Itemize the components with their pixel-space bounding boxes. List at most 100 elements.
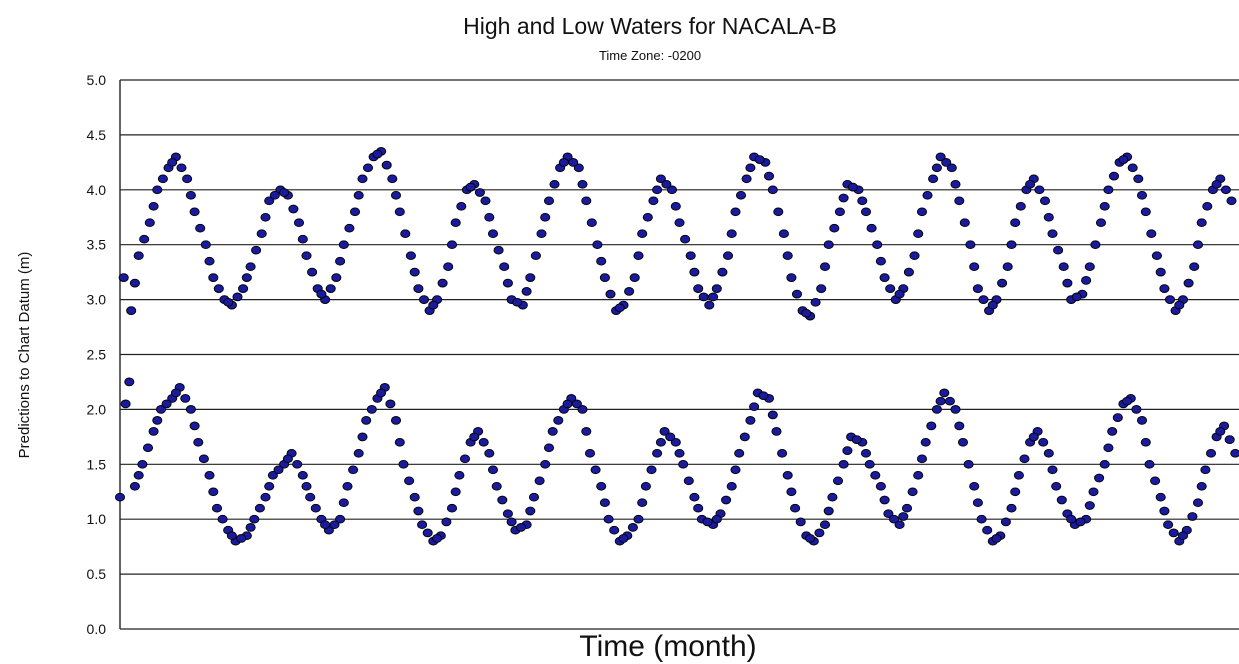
- y-tick-label: 2.5: [87, 347, 107, 363]
- data-point: [126, 306, 137, 315]
- data-point: [596, 481, 607, 491]
- data-point: [124, 377, 135, 387]
- data-point: [722, 251, 734, 261]
- data-point: [680, 234, 691, 244]
- data-point: [497, 495, 508, 505]
- data-point: [883, 509, 894, 519]
- data-point: [810, 297, 821, 307]
- data-point: [633, 251, 644, 261]
- data-point: [721, 495, 732, 505]
- data-point: [637, 498, 648, 508]
- data-point: [456, 201, 467, 211]
- data-point: [931, 163, 942, 173]
- data-point: [1159, 506, 1170, 516]
- data-point: [405, 251, 416, 261]
- data-point: [185, 190, 196, 200]
- data-point: [834, 207, 845, 217]
- grid-lines: [120, 79, 1239, 630]
- data-point: [928, 174, 939, 184]
- data-point: [777, 448, 788, 458]
- data-point: [767, 410, 778, 420]
- data-point: [269, 190, 280, 200]
- data-point: [795, 517, 806, 527]
- data-point: [1053, 245, 1064, 255]
- data-point: [584, 448, 596, 458]
- data-point: [832, 476, 844, 486]
- data-point: [842, 446, 853, 455]
- data-point: [469, 432, 480, 442]
- data-point: [1075, 517, 1086, 527]
- data-point: [1043, 212, 1054, 222]
- data-point: [1028, 432, 1039, 442]
- data-point: [609, 525, 620, 535]
- data-point: [1177, 531, 1189, 541]
- data-point: [581, 196, 592, 206]
- data-point: [1127, 163, 1138, 173]
- data-point: [441, 517, 452, 527]
- data-point: [838, 193, 849, 203]
- data-point: [1205, 448, 1217, 458]
- data-point: [633, 514, 644, 524]
- data-point: [666, 185, 678, 195]
- data-point: [946, 163, 957, 173]
- data-point: [1107, 427, 1118, 436]
- data-point: [786, 487, 797, 497]
- data-point: [1168, 528, 1179, 538]
- data-point: [693, 284, 704, 293]
- data-point: [693, 503, 704, 513]
- data-point: [450, 487, 461, 497]
- data-point: [913, 229, 924, 239]
- data-point: [603, 514, 614, 524]
- data-point: [758, 391, 769, 401]
- data-point: [142, 443, 154, 453]
- data-point: [353, 448, 364, 458]
- y-tick-label: 5.0: [87, 72, 107, 88]
- data-point: [678, 459, 689, 469]
- data-point: [922, 190, 933, 200]
- data-point: [734, 448, 745, 458]
- data-point: [1056, 495, 1067, 505]
- data-point: [909, 251, 920, 261]
- data-point: [1155, 492, 1166, 502]
- data-point: [916, 454, 928, 464]
- data-point: [1094, 473, 1105, 483]
- data-point: [502, 278, 513, 288]
- data-point: [851, 435, 862, 444]
- data-point: [735, 190, 747, 200]
- data-point: [969, 481, 980, 491]
- data-point: [997, 278, 1008, 288]
- data-point: [208, 273, 219, 282]
- data-point: [474, 188, 485, 197]
- data-point: [847, 182, 858, 192]
- data-point: [502, 509, 513, 519]
- data-point: [530, 251, 541, 261]
- data-point: [155, 405, 167, 414]
- data-point: [816, 284, 827, 293]
- data-point: [573, 163, 584, 173]
- data-point: [801, 308, 812, 318]
- data-point: [1164, 295, 1176, 304]
- data-point: [525, 506, 536, 516]
- data-point: [446, 503, 458, 513]
- data-point: [652, 185, 663, 195]
- data-point: [342, 481, 353, 491]
- data-point: [409, 492, 420, 502]
- data-point: [571, 399, 582, 409]
- data-point: [745, 416, 756, 425]
- data-point: [879, 273, 890, 282]
- data-point: [409, 267, 420, 277]
- data-point: [413, 284, 424, 293]
- data-point: [353, 190, 364, 200]
- data-point: [394, 437, 405, 447]
- data-point: [267, 470, 278, 480]
- data-point: [1010, 218, 1021, 228]
- data-point: [200, 240, 211, 250]
- data-point: [749, 402, 760, 412]
- data-point: [540, 459, 551, 469]
- data-point: [894, 289, 905, 299]
- data-point: [730, 465, 741, 475]
- data-point: [1013, 470, 1024, 480]
- data-point: [385, 399, 396, 409]
- data-point: [320, 520, 331, 530]
- data-point: [739, 432, 750, 442]
